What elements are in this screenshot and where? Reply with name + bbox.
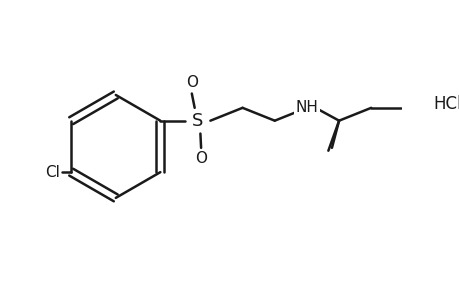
Text: O: O xyxy=(185,75,197,90)
Text: O: O xyxy=(195,152,207,166)
Text: Cl: Cl xyxy=(45,165,60,180)
Text: NH: NH xyxy=(295,100,318,115)
Text: HCl: HCl xyxy=(432,95,459,113)
Text: S: S xyxy=(191,112,203,130)
